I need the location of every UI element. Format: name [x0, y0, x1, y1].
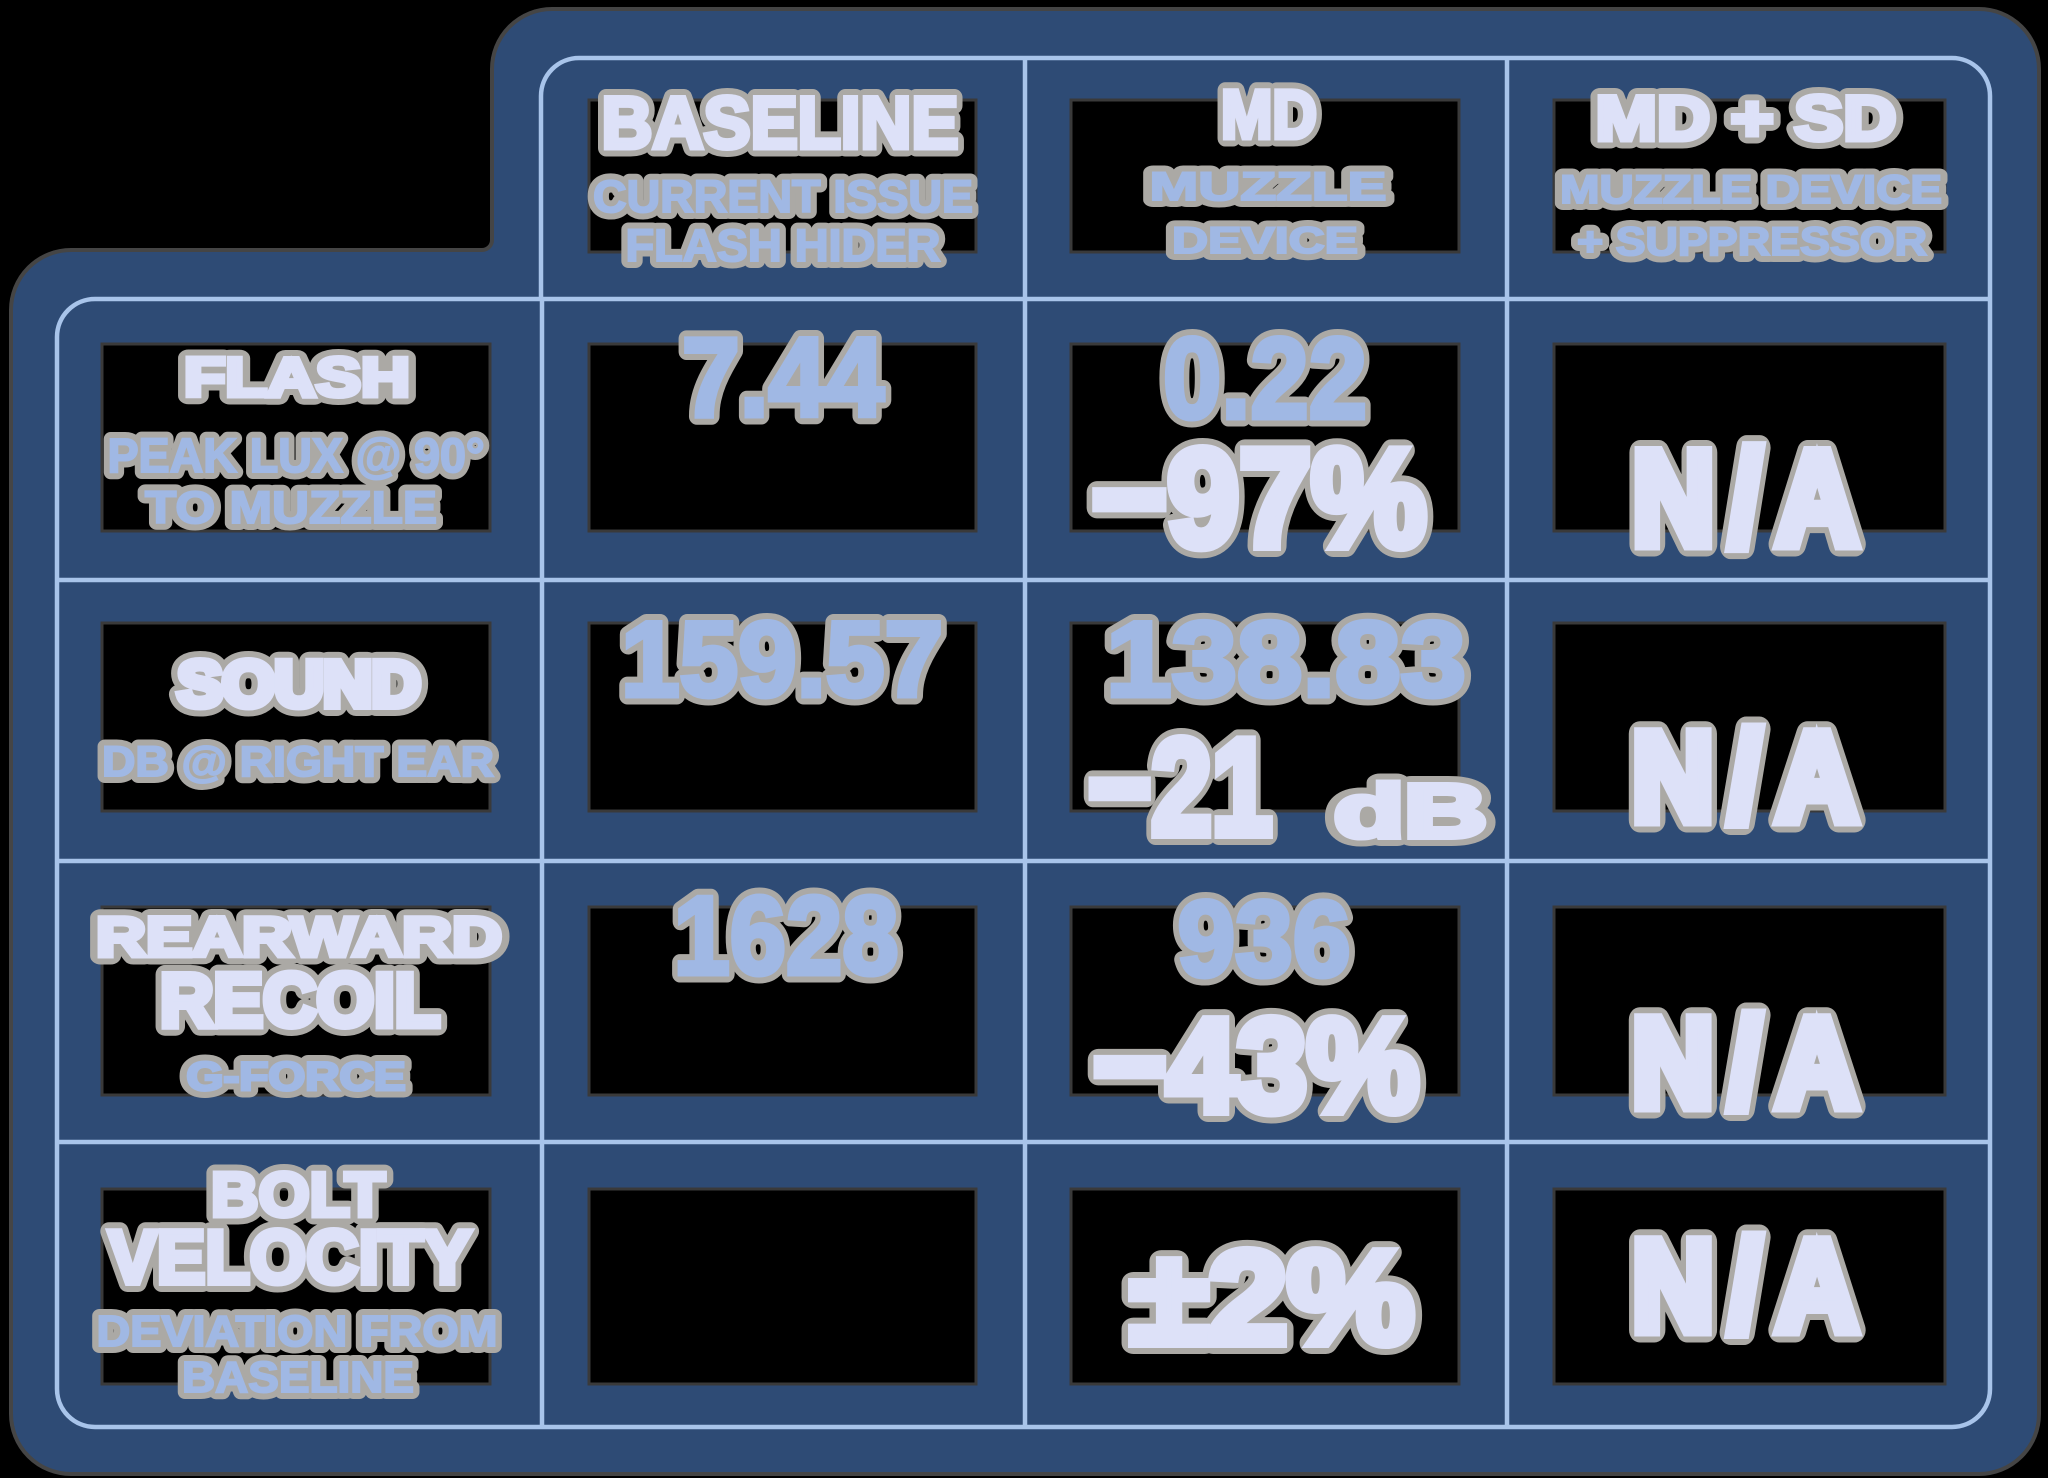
- svg-text:159.57: 159.57: [621, 599, 943, 719]
- svg-text:BASELINE: BASELINE: [602, 83, 959, 164]
- svg-text:7.44: 7.44: [682, 315, 884, 440]
- svg-text:CURRENT ISSUE: CURRENT ISSUE: [593, 171, 973, 222]
- svg-text:1628: 1628: [674, 874, 899, 998]
- svg-text:+ SUPPRESSOR: + SUPPRESSOR: [1577, 220, 1927, 264]
- svg-text:VELOCITY: VELOCITY: [109, 1215, 472, 1299]
- svg-text:N/A: N/A: [1633, 425, 1874, 573]
- svg-text:936: 936: [1178, 878, 1351, 999]
- svg-text:SOUND: SOUND: [178, 648, 421, 720]
- svg-text:SOUND: SOUND: [178, 648, 421, 720]
- svg-text:±2%: ±2%: [1130, 1224, 1414, 1371]
- svg-text:FLASH HIDER: FLASH HIDER: [626, 220, 941, 271]
- svg-text:dB: dB: [1334, 769, 1487, 853]
- svg-text:N/A: N/A: [1633, 425, 1874, 573]
- svg-text:N/A: N/A: [1633, 1215, 1874, 1358]
- svg-text:MUZZLE: MUZZLE: [1150, 165, 1387, 209]
- svg-text:138.83: 138.83: [1106, 599, 1466, 719]
- svg-text:MUZZLE DEVICE: MUZZLE DEVICE: [1560, 168, 1942, 212]
- svg-text:FLASH: FLASH: [184, 346, 410, 408]
- svg-text:±2%: ±2%: [1130, 1224, 1414, 1371]
- svg-text:DEVIATION FROM: DEVIATION FROM: [97, 1307, 498, 1356]
- svg-text:−43%: −43%: [1093, 992, 1419, 1139]
- svg-text:DEVIATION FROM: DEVIATION FROM: [97, 1307, 498, 1356]
- svg-text:N/A: N/A: [1633, 994, 1874, 1133]
- svg-text:MD: MD: [1221, 76, 1317, 153]
- svg-text:−43%: −43%: [1093, 992, 1419, 1139]
- svg-text:−21: −21: [1088, 711, 1272, 863]
- svg-text:VELOCITY: VELOCITY: [109, 1215, 472, 1299]
- svg-text:DEVICE: DEVICE: [1172, 220, 1358, 261]
- svg-text:936: 936: [1178, 878, 1351, 999]
- svg-text:FLASH HIDER: FLASH HIDER: [626, 220, 941, 271]
- svg-text:1628: 1628: [674, 874, 899, 998]
- svg-text:BASELINE: BASELINE: [182, 1353, 414, 1402]
- svg-text:MUZZLE: MUZZLE: [1150, 165, 1387, 209]
- svg-text:TO MUZZLE: TO MUZZLE: [145, 482, 437, 533]
- svg-text:RECOIL: RECOIL: [160, 958, 440, 1042]
- svg-text:TO MUZZLE: TO MUZZLE: [145, 482, 437, 533]
- svg-text:0.22: 0.22: [1163, 315, 1367, 443]
- svg-text:BASELINE: BASELINE: [182, 1353, 414, 1402]
- svg-text:N/A: N/A: [1633, 708, 1874, 847]
- svg-text:MD + SD: MD + SD: [1596, 84, 1897, 154]
- svg-text:DB @ RIGHT EAR: DB @ RIGHT EAR: [102, 738, 494, 786]
- svg-text:dB: dB: [1334, 769, 1487, 853]
- svg-text:159.57: 159.57: [621, 599, 943, 719]
- svg-text:RECOIL: RECOIL: [160, 958, 440, 1042]
- svg-text:DB @ RIGHT EAR: DB @ RIGHT EAR: [102, 738, 494, 786]
- svg-text:−97%: −97%: [1092, 421, 1427, 576]
- svg-text:−97%: −97%: [1092, 421, 1427, 576]
- svg-text:MD + SD: MD + SD: [1596, 84, 1897, 154]
- svg-text:138.83: 138.83: [1106, 599, 1466, 719]
- svg-text:N/A: N/A: [1633, 1215, 1874, 1358]
- svg-text:REARWARD: REARWARD: [96, 905, 502, 968]
- svg-text:BOLT: BOLT: [211, 1161, 385, 1230]
- svg-text:BOLT: BOLT: [211, 1161, 385, 1230]
- svg-text:REARWARD: REARWARD: [96, 905, 502, 968]
- svg-text:MD: MD: [1221, 76, 1317, 153]
- svg-text:CURRENT ISSUE: CURRENT ISSUE: [593, 171, 973, 222]
- svg-text:DEVICE: DEVICE: [1172, 220, 1358, 261]
- svg-text:7.44: 7.44: [682, 315, 884, 440]
- svg-text:G-FORCE: G-FORCE: [187, 1055, 406, 1099]
- svg-text:N/A: N/A: [1633, 708, 1874, 847]
- svg-text:N/A: N/A: [1633, 994, 1874, 1133]
- svg-text:MUZZLE DEVICE: MUZZLE DEVICE: [1560, 168, 1942, 212]
- svg-text:+ SUPPRESSOR: + SUPPRESSOR: [1577, 220, 1927, 264]
- svg-text:PEAK LUX @ 90°: PEAK LUX @ 90°: [108, 430, 485, 483]
- svg-text:0.22: 0.22: [1163, 315, 1367, 443]
- svg-text:PEAK LUX @ 90°: PEAK LUX @ 90°: [108, 430, 485, 483]
- svg-text:−21: −21: [1088, 711, 1272, 863]
- svg-text:G-FORCE: G-FORCE: [187, 1055, 406, 1099]
- svg-text:FLASH: FLASH: [184, 346, 410, 408]
- svg-text:BASELINE: BASELINE: [602, 83, 959, 164]
